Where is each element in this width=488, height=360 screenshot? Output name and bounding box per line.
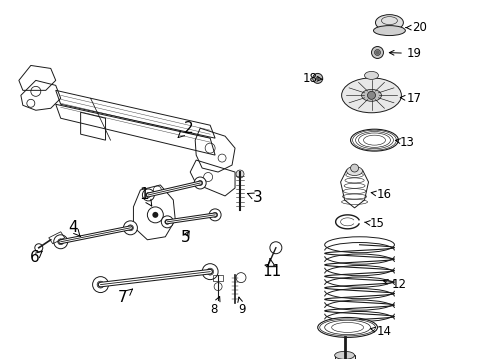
Text: 12: 12 [383, 278, 406, 291]
Text: 1: 1 [139, 188, 151, 206]
Text: 16: 16 [370, 188, 391, 202]
Circle shape [123, 221, 137, 235]
Circle shape [194, 177, 206, 189]
Text: 14: 14 [370, 325, 391, 338]
Text: 10: 10 [0, 359, 1, 360]
Circle shape [236, 170, 244, 178]
Ellipse shape [373, 26, 405, 36]
Circle shape [164, 219, 169, 224]
Text: 5: 5 [180, 230, 190, 245]
Text: 8: 8 [210, 297, 220, 316]
Circle shape [367, 91, 375, 99]
Circle shape [202, 264, 218, 280]
Ellipse shape [346, 167, 362, 176]
Ellipse shape [334, 351, 354, 359]
Circle shape [161, 216, 173, 228]
Ellipse shape [341, 78, 401, 113]
Circle shape [312, 73, 322, 84]
Text: 2: 2 [178, 121, 193, 138]
Circle shape [315, 76, 319, 80]
Circle shape [374, 50, 380, 55]
Text: 19: 19 [388, 47, 421, 60]
Circle shape [212, 212, 217, 217]
Text: 4: 4 [68, 220, 80, 237]
Circle shape [152, 212, 158, 218]
Text: 7: 7 [118, 289, 132, 305]
Polygon shape [334, 355, 354, 360]
Text: 13: 13 [395, 136, 414, 149]
Text: 11: 11 [262, 258, 281, 279]
Ellipse shape [363, 135, 385, 145]
Circle shape [371, 46, 383, 58]
Circle shape [145, 193, 151, 197]
Text: 17: 17 [400, 92, 421, 105]
Text: 6: 6 [30, 250, 42, 265]
Circle shape [92, 276, 108, 293]
Text: 18: 18 [302, 72, 322, 85]
Ellipse shape [375, 15, 403, 31]
Circle shape [209, 209, 221, 221]
Circle shape [127, 225, 133, 231]
Circle shape [142, 189, 154, 201]
Circle shape [97, 281, 104, 288]
Circle shape [375, 50, 379, 54]
Circle shape [206, 268, 213, 275]
Text: 3: 3 [247, 190, 262, 206]
Ellipse shape [350, 129, 398, 151]
Text: 9: 9 [237, 297, 245, 316]
Circle shape [350, 164, 358, 172]
Circle shape [197, 180, 202, 185]
Text: 20: 20 [406, 21, 426, 34]
Ellipse shape [361, 89, 381, 101]
Ellipse shape [331, 323, 363, 332]
Ellipse shape [364, 71, 378, 80]
Text: 15: 15 [364, 217, 384, 230]
Ellipse shape [317, 318, 377, 337]
Circle shape [54, 235, 67, 249]
Circle shape [58, 239, 63, 245]
